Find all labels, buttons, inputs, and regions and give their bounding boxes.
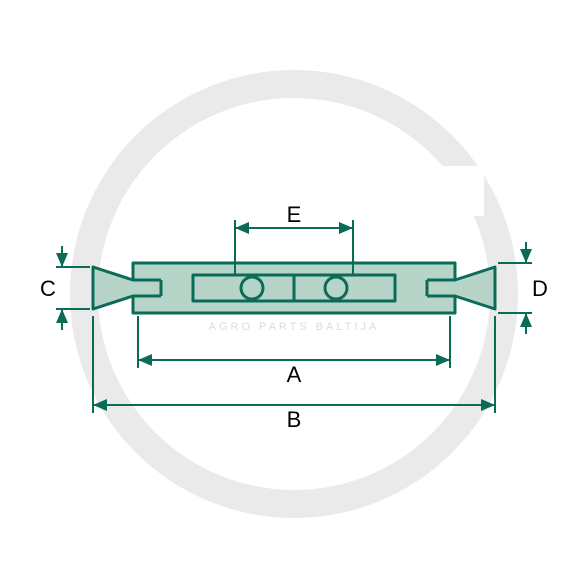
dim-label-a: A	[287, 362, 302, 387]
part-section	[93, 263, 495, 313]
dim-label-b: B	[287, 407, 302, 432]
technical-diagram: APBAGRO PARTS BALTIJAEABCD	[0, 0, 588, 588]
watermark-subtext: AGRO PARTS BALTIJA	[209, 321, 380, 333]
dim-label-c: C	[40, 276, 56, 301]
dim-label-d: D	[532, 276, 548, 301]
dim-label-e: E	[287, 202, 302, 227]
